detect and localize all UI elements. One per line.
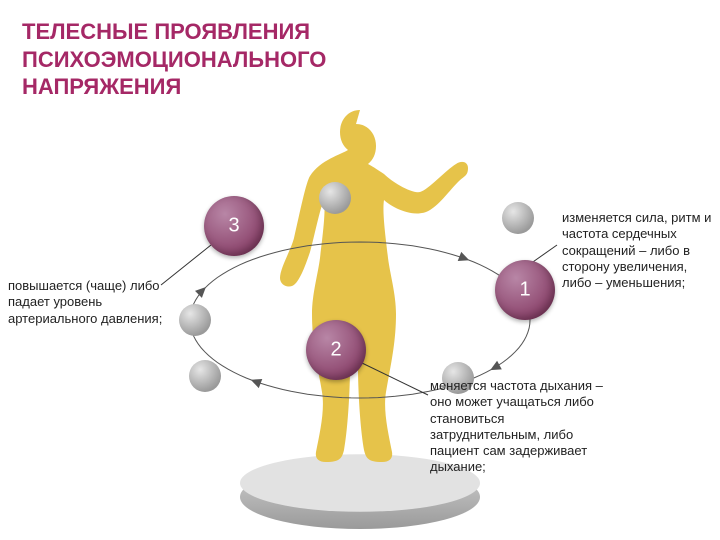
small-orb	[502, 202, 534, 234]
caption-c2: меняется частота дыхания – оно может уча…	[430, 378, 615, 476]
node-n2: 2	[306, 320, 366, 380]
page-title: ТЕЛЕСНЫЕ ПРОЯВЛЕНИЯ ПСИХОЭМОЦИОНАЛЬНОГО …	[22, 18, 326, 101]
small-orb	[189, 360, 221, 392]
node-label-n1: 1	[495, 279, 555, 302]
caption-c1: изменяется сила, ритм и частота сердечны…	[562, 210, 717, 291]
node-label-n3: 3	[204, 215, 264, 238]
node-label-n2: 2	[306, 339, 366, 362]
small-orb	[179, 304, 211, 336]
title-line-1: ТЕЛЕСНЫЕ ПРОЯВЛЕНИЯ	[22, 18, 326, 46]
small-orb	[319, 182, 351, 214]
node-n3: 3	[204, 196, 264, 256]
caption-c3: повышается (чаще) либо падает уровень ар…	[8, 278, 168, 327]
title-line-3: НАПРЯЖЕНИЯ	[22, 73, 326, 101]
arc-path	[190, 242, 530, 398]
title-line-2: ПСИХОЭМОЦИОНАЛЬНОГО	[22, 46, 326, 74]
node-n1: 1	[495, 260, 555, 320]
leader-lines	[161, 245, 557, 395]
